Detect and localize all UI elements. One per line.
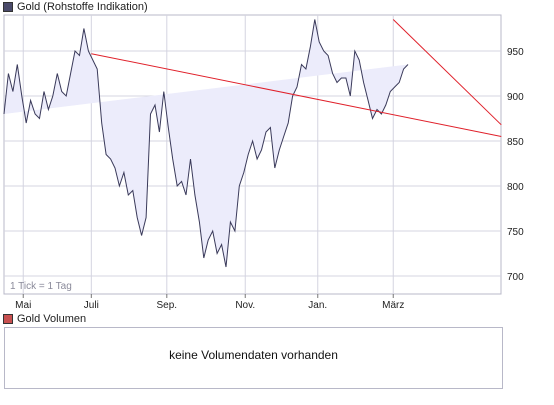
x-tick-label: Sep. bbox=[157, 300, 178, 311]
tick-note: 1 Tick = 1 Tag bbox=[10, 281, 72, 292]
y-tick-label: 950 bbox=[507, 47, 524, 58]
x-tick-label: Jan. bbox=[308, 300, 327, 311]
trendline-2 bbox=[392, 19, 502, 126]
volume-legend-label: Gold Volumen bbox=[17, 313, 87, 325]
y-tick-label: 850 bbox=[507, 137, 524, 148]
x-tick-label: Mai bbox=[15, 300, 31, 311]
price-legend-label: Gold (Rohstoffe Indikation) bbox=[17, 1, 148, 13]
y-tick-label: 700 bbox=[507, 272, 524, 283]
volume-panel: keine Volumendaten vorhanden bbox=[4, 327, 503, 389]
x-tick-label: März bbox=[382, 300, 404, 311]
y-tick-label: 900 bbox=[507, 92, 524, 103]
y-tick-label: 750 bbox=[507, 227, 524, 238]
price-legend-swatch bbox=[3, 2, 13, 12]
volume-empty-message: keine Volumendaten vorhanden bbox=[169, 348, 338, 362]
volume-legend-swatch bbox=[3, 314, 13, 324]
x-tick-label: Nov. bbox=[235, 300, 255, 311]
volume-legend: Gold Volumen bbox=[3, 312, 86, 326]
x-tick-label: Juli bbox=[84, 300, 99, 311]
y-tick-label: 800 bbox=[507, 182, 524, 193]
price-area bbox=[4, 19, 408, 267]
price-line bbox=[3, 19, 409, 268]
price-legend: Gold (Rohstoffe Indikation) bbox=[3, 0, 148, 14]
trendline-1 bbox=[91, 53, 502, 137]
